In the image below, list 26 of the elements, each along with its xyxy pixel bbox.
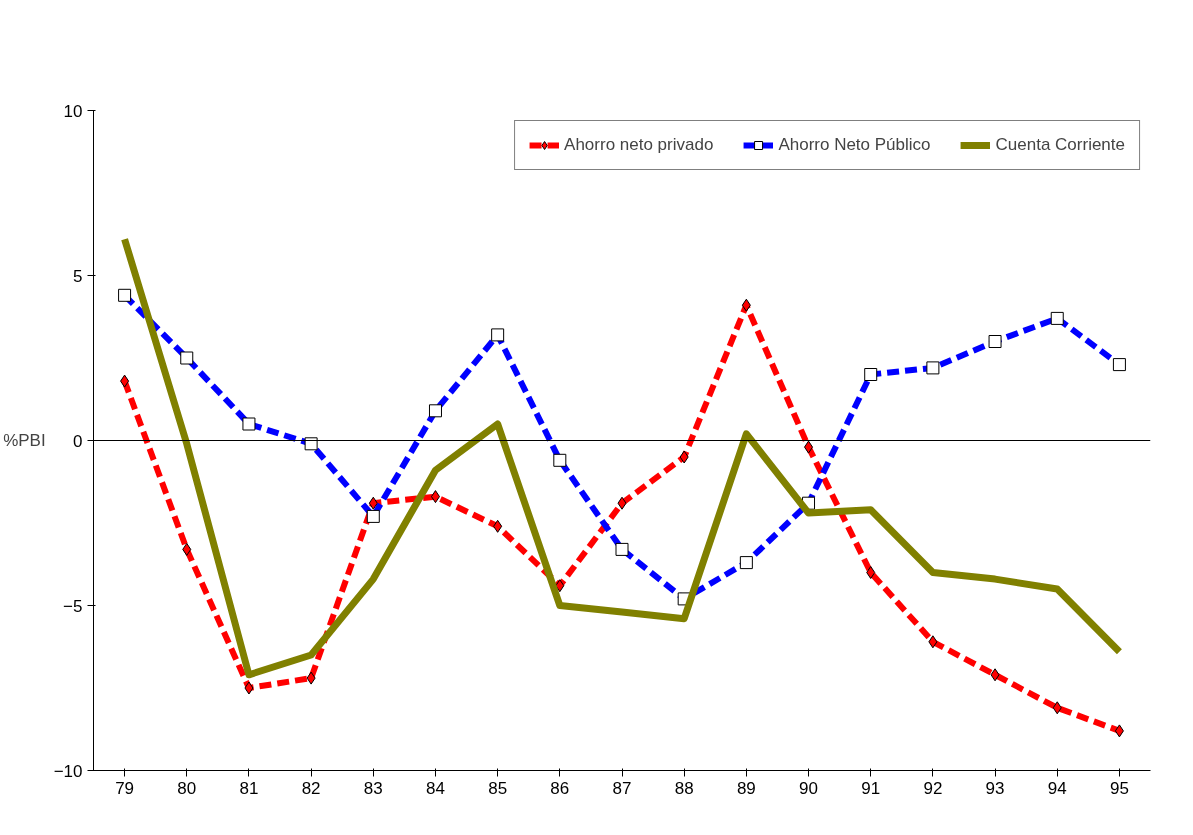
- legend-label: Ahorro neto privado: [564, 135, 714, 155]
- y-tick-label: 10: [63, 101, 83, 121]
- y-tick-label: −5: [63, 596, 83, 616]
- legend-label: Cuenta Corriente: [995, 135, 1125, 155]
- y-tick-label: 5: [73, 266, 83, 286]
- x-tick-label: 93: [985, 778, 1005, 798]
- y-tick-label: 0: [73, 431, 83, 451]
- x-tick-label: 80: [177, 778, 197, 798]
- x-tick-label: 94: [1047, 778, 1067, 798]
- x-tick-label: 79: [115, 778, 135, 798]
- x-tick-label: 88: [674, 778, 694, 798]
- x-tick-label: 81: [239, 778, 259, 798]
- x-tick-label: 86: [550, 778, 570, 798]
- x-tick-label: 90: [799, 778, 818, 798]
- x-tick-label: 91: [861, 778, 881, 798]
- y-axis-title: %PBI: [3, 431, 46, 450]
- y-tick-label: −10: [53, 761, 83, 781]
- x-tick-label: 84: [426, 778, 445, 798]
- x-tick-label: 85: [488, 778, 508, 798]
- legend-label: Ahorro Neto Público: [778, 135, 931, 155]
- x-tick-label: 87: [612, 778, 632, 798]
- x-tick-label: 89: [736, 778, 756, 798]
- x-tick-label: 92: [923, 778, 943, 798]
- x-tick-label: 83: [363, 778, 383, 798]
- x-tick-label: 95: [1109, 778, 1129, 798]
- x-tick-label: 82: [301, 778, 321, 798]
